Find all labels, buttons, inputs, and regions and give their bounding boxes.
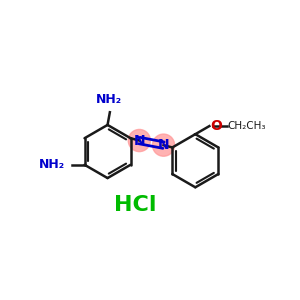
Text: O: O [211,119,222,133]
Text: NH₂: NH₂ [96,94,122,106]
Text: NH₂: NH₂ [39,158,65,171]
Text: HCl: HCl [114,195,157,214]
Text: N: N [134,134,145,148]
Text: CH₂CH₃: CH₂CH₃ [228,121,266,131]
Circle shape [152,134,175,156]
Circle shape [128,129,150,152]
Text: N: N [158,138,170,152]
